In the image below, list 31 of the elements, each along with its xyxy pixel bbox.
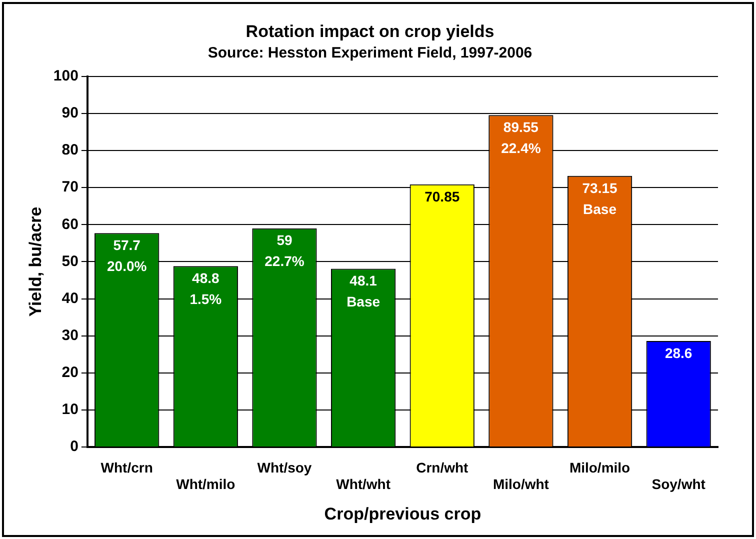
y-tick-label: 50 (62, 252, 78, 270)
y-tick-label: 80 (62, 142, 78, 159)
y-tick-label: 30 (62, 326, 78, 344)
chart-title: Rotation impact on crop yields (246, 22, 494, 41)
y-tick-label: 20 (62, 364, 78, 382)
data-label: 89.55 22.4% (501, 118, 542, 156)
y-tick-label: 100 (53, 68, 78, 85)
x-tick-label: Crn/wht (416, 459, 469, 476)
y-axis-title: Yield, bu/acre (26, 206, 45, 317)
data-label: 59 22.7% (264, 232, 305, 270)
y-tick-label: 60 (62, 216, 78, 233)
y-tick-label: 0 (70, 438, 78, 456)
data-label: 57.7 20.0% (106, 237, 148, 274)
x-tick-label: Milo/wht (492, 476, 550, 492)
y-tick-label: 10 (62, 401, 78, 418)
x-tick-label: Soy/wht (652, 476, 706, 492)
x-tick-label: Wht/milo (176, 476, 236, 492)
x-axis-title: Crop/previous crop (324, 504, 482, 524)
y-tick-label: 70 (62, 178, 78, 196)
chart-subtitle: Source: Hesston Experiment Field, 1997-2006 (208, 44, 532, 62)
data-label: 28.6 (664, 344, 692, 361)
y-tick-label: 40 (62, 290, 78, 307)
x-tick-label: Wht/wht (336, 476, 391, 492)
data-label: 48.8 1.5% (190, 270, 222, 308)
x-tick-label: Milo/milo (569, 459, 630, 476)
x-tick-label: Wht/crn (100, 459, 153, 476)
x-tick-label: Wht/soy (257, 459, 312, 476)
y-tick-label: 90 (62, 104, 78, 122)
data-label: 48.1 Base (346, 272, 380, 310)
data-label: 70.85 (424, 188, 460, 204)
data-label: 73.15 Base (582, 180, 618, 217)
